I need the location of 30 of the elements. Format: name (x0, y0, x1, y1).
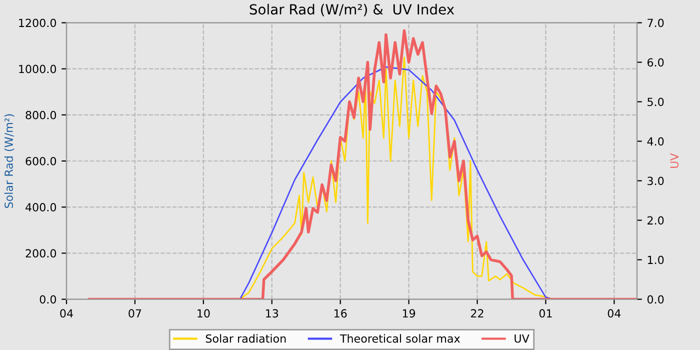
chart-title: Solar Rad (W/m²) & UV Index (250, 4, 454, 16)
legend-label: Theoretical solar max (340, 334, 460, 343)
y2-tick-label: 3.0 (648, 176, 664, 186)
x-tick-label: 01 (539, 309, 552, 318)
y2-tick-label: 5.0 (648, 98, 664, 106)
y2-tick-label: 4.0 (647, 137, 664, 146)
x-tick-label: 07 (128, 309, 142, 318)
x-tick-label: 16 (334, 309, 347, 318)
y-tick-label: 800.0 (26, 110, 56, 120)
y2-tick-label: 1.0 (648, 256, 664, 264)
y2-tick-label: 2.0 (648, 216, 664, 225)
y2-tick-label: 0.0 (647, 295, 664, 304)
x-tick-label: 10 (198, 309, 210, 318)
legend-label: Solar radiation (206, 334, 286, 343)
x-tick-label: 04 (608, 309, 621, 318)
y2-tick-label: 6.0 (648, 58, 664, 67)
y-tick-label: 1000.0 (19, 64, 56, 74)
y2-tick-label: 7.0 (648, 18, 664, 28)
y-tick-label: 0.0 (40, 295, 56, 304)
x-tick-label: 22 (471, 309, 484, 318)
y-tick-label: 400.0 (26, 203, 56, 212)
y2-axis-title: UV (670, 153, 679, 168)
legend-label: UV (514, 334, 530, 343)
y-tick-label: 1200.0 (19, 18, 56, 28)
y-axis-title: Solar Rad (W/m²) (4, 114, 14, 208)
x-tick-label: 13 (266, 309, 278, 318)
y-tick-label: 600.0 (26, 156, 56, 166)
x-tick-label: 19 (402, 309, 416, 318)
x-tick-label: 04 (60, 309, 73, 318)
y-tick-label: 200.0 (26, 249, 56, 258)
